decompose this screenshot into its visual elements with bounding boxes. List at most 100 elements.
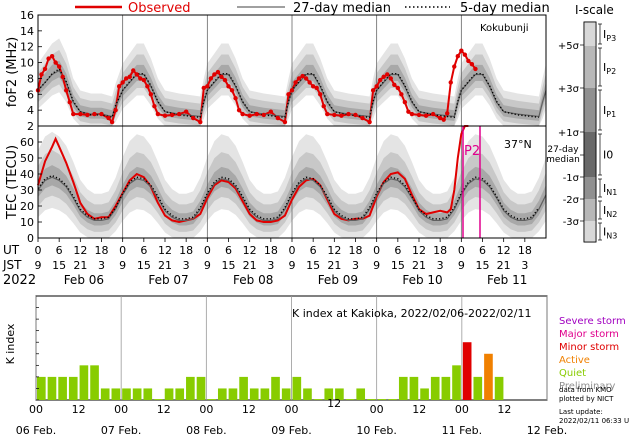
observed-point: [134, 72, 139, 77]
kindex-legend-active: Active: [559, 355, 590, 366]
day-label: Feb 07: [148, 273, 188, 287]
ut-tick-label: 0: [204, 244, 211, 257]
observed-point: [247, 113, 252, 118]
day-labels: Feb 06 Feb 07 Feb 08 Feb 09 Feb 10 Feb 11: [64, 273, 528, 287]
ut-tick-label: 0: [35, 244, 42, 257]
kindex-bar: [271, 376, 280, 400]
fof2-yticks: 2 4 6 8 10 12 14 16: [20, 9, 42, 133]
observed-point: [212, 72, 217, 77]
observed-point: [416, 112, 422, 118]
jst-tick-label: 15: [52, 259, 66, 272]
kindex-bar: [420, 388, 429, 400]
observed-point: [215, 69, 221, 75]
kindex-bar: [90, 365, 99, 400]
observed-point: [455, 54, 461, 59]
kindex-hour-label: 00: [29, 403, 43, 416]
kindex-bar: [292, 376, 302, 400]
observed-point: [116, 84, 122, 89]
iscale-band-n2: [584, 199, 596, 221]
observed-point: [395, 85, 401, 91]
kindex-day-label: 11 Feb.: [442, 424, 482, 437]
event-marker-label: P2: [464, 144, 480, 159]
fof2-lines: [35, 48, 547, 125]
median-label: median: [546, 155, 580, 165]
event-marker: P2: [462, 126, 481, 238]
iscale-band-p2: [584, 46, 596, 88]
ytick-label: 4: [27, 104, 34, 117]
kindex-day-label: 08 Feb.: [186, 424, 226, 437]
level-subscript: N3: [606, 232, 617, 241]
observed-point: [275, 115, 281, 121]
observed-point: [469, 61, 475, 67]
level-label: IP2: [603, 61, 616, 76]
iscale-band-n3: [584, 221, 596, 242]
observed-point: [92, 111, 97, 117]
observed-point: [46, 56, 51, 61]
jst-tick-label: 3: [267, 259, 274, 272]
ut-tick-label: 12: [243, 244, 257, 257]
observed-point: [226, 84, 231, 89]
kindex-bar: [186, 376, 195, 400]
jst-tick-label: 9: [458, 259, 465, 272]
ytick-label: 12: [20, 41, 34, 54]
day-label: Feb 11: [487, 273, 527, 287]
observed-point: [191, 115, 196, 121]
observed-point: [293, 80, 298, 85]
kindex-hour-label: 12: [497, 403, 511, 416]
sigma-label: +1σ: [558, 128, 580, 139]
kindex-bar: [164, 388, 174, 400]
kindex-title: K index at Kakioka, 2022/02/06-2022/02/1…: [292, 307, 531, 320]
observed-point: [229, 88, 235, 93]
kindex-bar: [441, 376, 451, 400]
iscale-title: I-scale: [575, 3, 614, 17]
kindex-panel: K index at Kakioka, 2022/02/06-2022/02/1…: [4, 295, 567, 437]
observed-point: [406, 109, 411, 114]
level-label: IN1: [603, 182, 617, 197]
observed-point: [409, 111, 415, 117]
ytick-label: 0: [27, 232, 34, 245]
ytick-label: 20: [20, 200, 34, 213]
observed-point: [423, 113, 429, 118]
ytick-label: 60: [20, 136, 34, 149]
observed-point: [60, 74, 65, 80]
observed-point: [399, 92, 404, 97]
credit-plotter: plotted by NICT: [559, 395, 614, 403]
ytick-label: 50: [20, 152, 34, 165]
tec-panel: P2 0 10 20 30 40 50 60 37°N TEC (TECU): [5, 125, 547, 245]
observed-point: [441, 117, 446, 122]
observed-point: [120, 80, 125, 85]
observed-point: [71, 111, 76, 117]
observed-point: [459, 48, 464, 53]
observed-point: [240, 111, 245, 117]
observed-point: [236, 107, 242, 113]
jst-tick-label: 21: [158, 259, 172, 272]
observed-point: [318, 92, 323, 97]
kindex-bar: [79, 365, 89, 400]
level-label: IP1: [603, 104, 616, 119]
credit-source: data from KMO: [559, 386, 612, 394]
ut-tick-label: 18: [518, 244, 532, 257]
fof2-grid: [122, 15, 462, 126]
update-label: Last update:: [559, 408, 603, 416]
observed-point: [367, 119, 372, 125]
ytick-label: 8: [27, 72, 34, 85]
kindex-bar: [377, 399, 387, 400]
ut-tick-label: 6: [479, 244, 486, 257]
ut-tick-label: 0: [458, 244, 465, 257]
observed-point: [64, 88, 69, 93]
observed-point: [388, 76, 393, 81]
kindex-bar: [239, 376, 248, 400]
kindex-bar: [281, 388, 291, 400]
ytick-label: 10: [20, 216, 34, 229]
ut-tick-label: 18: [179, 244, 193, 257]
observed-point: [201, 85, 207, 91]
jst-tick-label: 3: [98, 259, 105, 272]
observed-point: [222, 77, 228, 83]
kindex-legend-minor-storm: Minor storm: [559, 342, 619, 353]
iscale-band-n1: [584, 177, 596, 199]
kindex-bar: [207, 399, 216, 400]
jst-tick-label: 21: [497, 259, 511, 272]
observed-point: [360, 115, 365, 121]
legend: Observed 27-day median 5-day median: [75, 1, 550, 16]
kindex-bar: [452, 365, 461, 400]
